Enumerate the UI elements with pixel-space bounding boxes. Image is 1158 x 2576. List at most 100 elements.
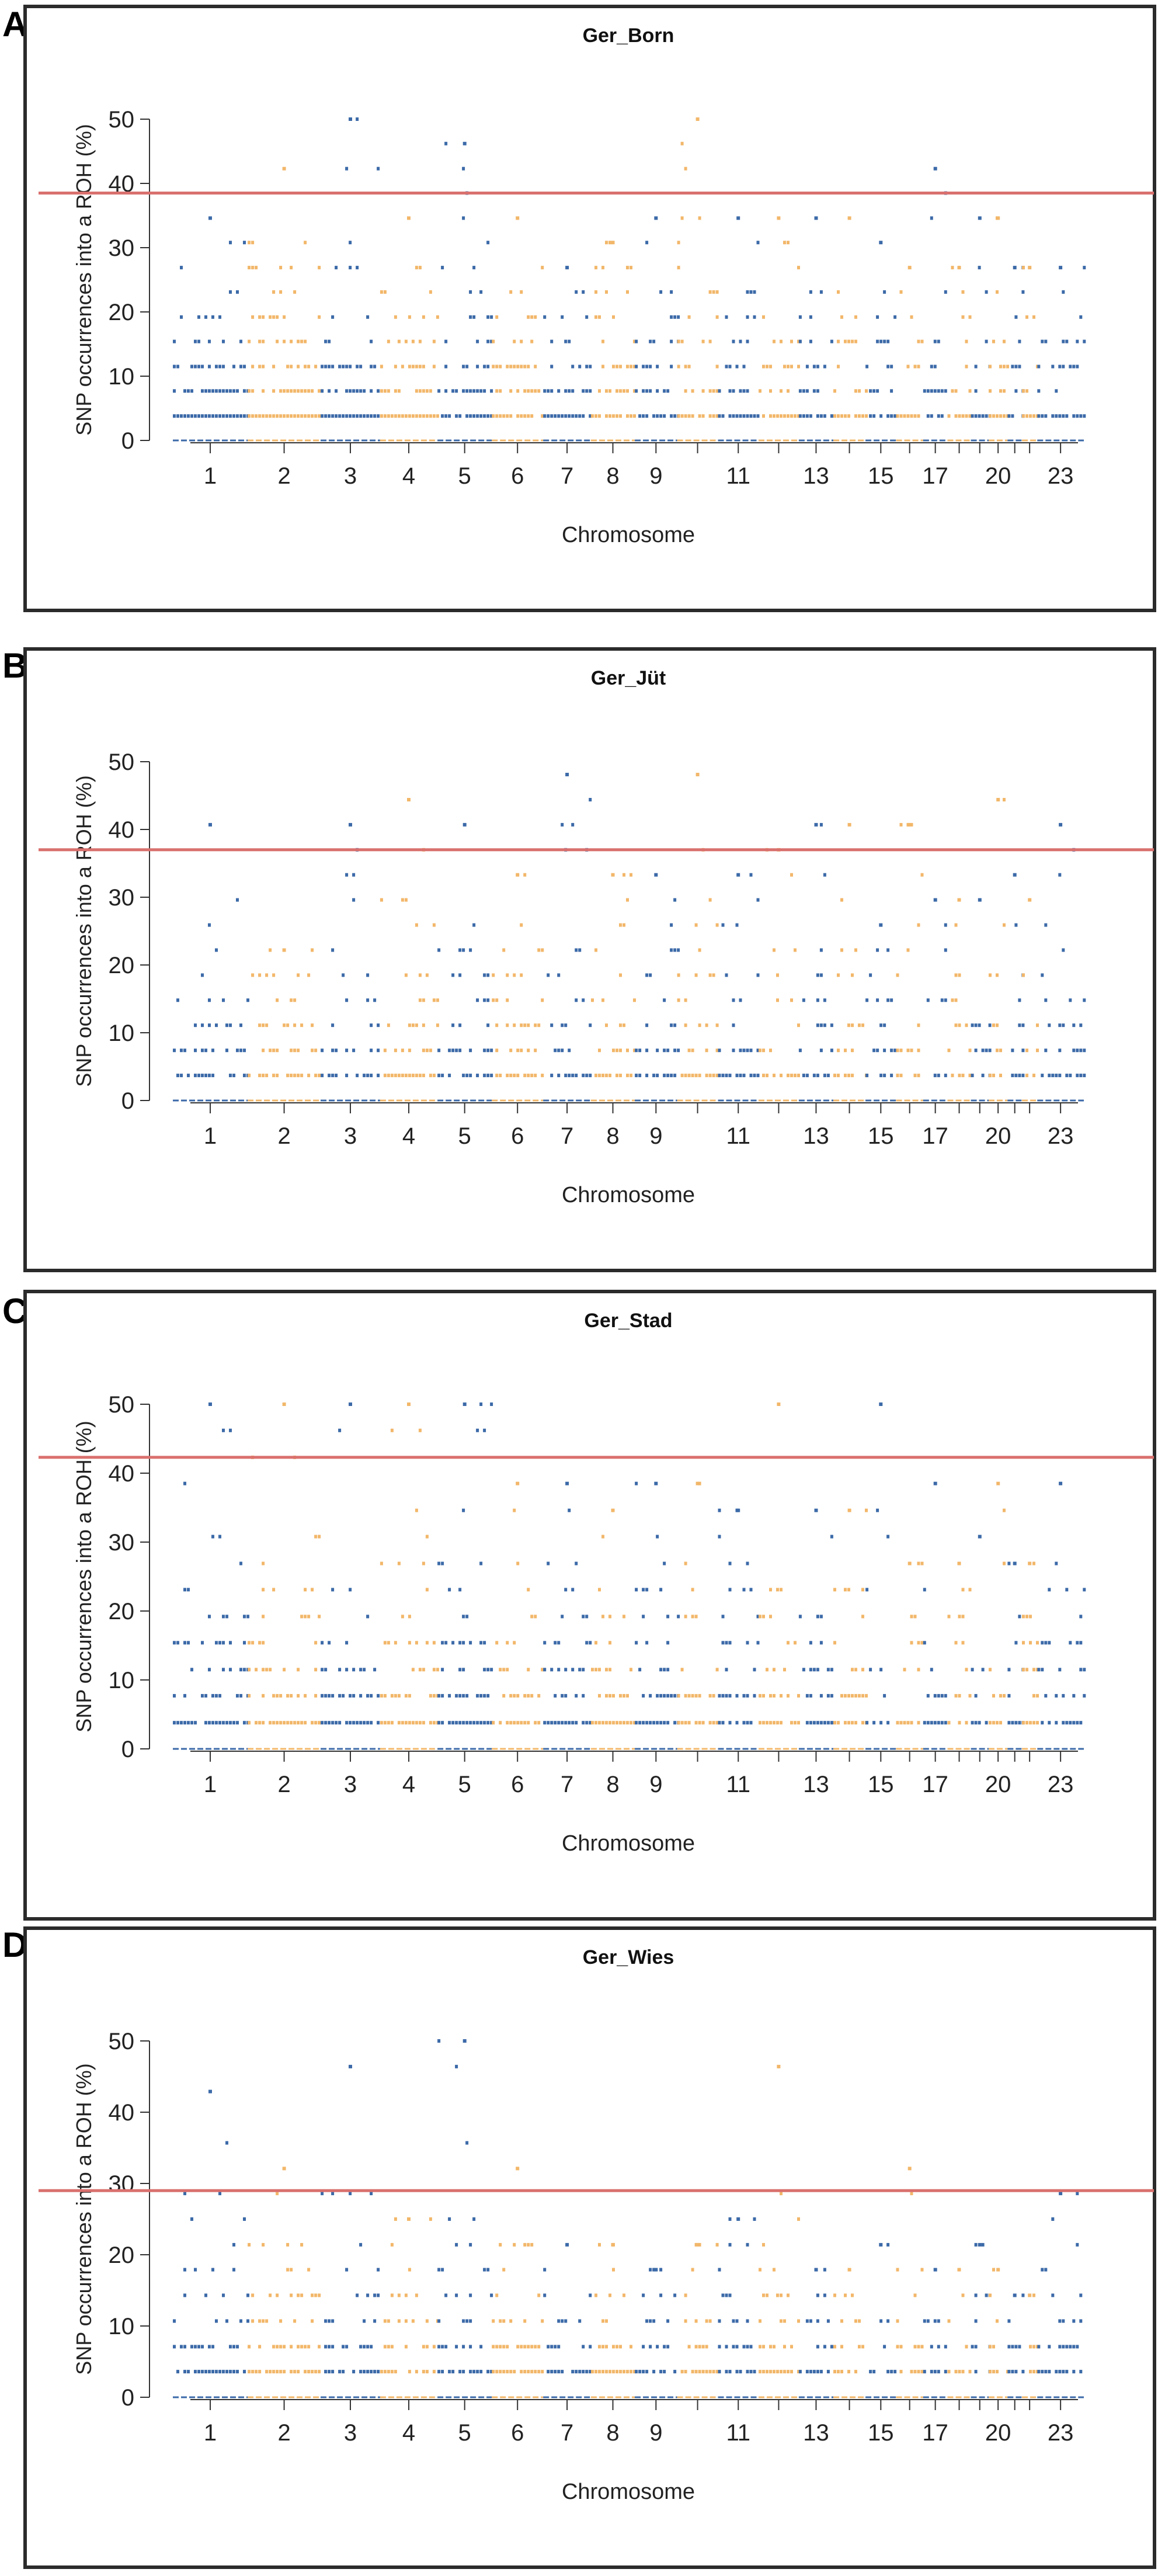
data-point [619,2370,622,2374]
data-point [708,973,712,977]
data-point [769,1588,772,1592]
data-point [656,2345,659,2349]
data-point [742,414,746,418]
data-point [1032,1561,1035,1565]
data-point [1044,998,1048,1002]
data-point [523,389,527,393]
data-point-peak [611,873,615,877]
data-point [492,2319,495,2323]
data-point [543,1668,547,1672]
data-point [937,1074,940,1078]
data-point [331,364,335,369]
data-point [954,389,958,393]
data-point [401,898,404,902]
data-point [1014,364,1018,369]
data-point [989,1074,992,1078]
data-point [635,389,638,393]
data-point [985,1721,988,1725]
data-point [663,998,666,1002]
data-point [823,364,826,369]
data-point [971,1668,974,1672]
data-point [1079,1023,1083,1027]
data-point [527,364,530,369]
data-point [314,1535,318,1539]
data-point [194,1074,197,1078]
data-point [297,1721,300,1725]
data-point [437,2039,441,2043]
data-points [173,773,1086,1102]
data-point [527,1074,530,1078]
x-tick-label: 7 [561,1772,573,1797]
data-point [564,1588,568,1592]
data-point [300,414,304,418]
x-tick-label: 5 [458,2420,471,2446]
data-point [276,1694,279,1698]
data-point [762,2345,765,2349]
data-point [883,339,886,343]
data-point [819,1694,823,1698]
data-point [215,389,218,393]
data-point [947,414,951,418]
data-point [769,1694,772,1698]
data-point [239,339,242,343]
data-point [1037,364,1041,369]
data-point [930,364,933,369]
data-point [194,1049,197,1053]
data-point [215,364,218,369]
data-point [311,1588,314,1592]
data-point [773,1074,776,1078]
data-point [797,364,800,369]
data-point [673,1074,677,1078]
data-point [1055,389,1058,393]
data-point [530,1615,534,1619]
data-point [961,1588,965,1592]
data-point [397,1721,401,1725]
data-point [437,1694,441,1698]
data-point [554,1721,557,1725]
data-point [649,2345,652,2349]
data-point [816,2319,819,2323]
data-point [1037,414,1041,418]
x-tick-label: 4 [402,1772,415,1797]
data-point [635,1588,638,1592]
data-point [886,2319,890,2323]
data-point [1003,798,1006,801]
data-point [890,364,893,369]
data-point [232,389,235,393]
data-point [215,1023,218,1027]
data-point [335,1074,338,1078]
data-point [753,315,756,319]
data-point [311,948,314,952]
data-point [663,1721,666,1725]
data-point [886,998,890,1002]
data-point [293,414,297,418]
data-point [394,389,397,393]
data-point [300,1615,304,1619]
data-point [913,2345,917,2349]
data-point [342,2370,345,2374]
data-point [318,2370,321,2374]
data-point [591,2370,594,2374]
data-point [642,1694,645,1698]
data-point [816,998,819,1002]
y-tick-label: 20 [109,1599,135,1624]
data-point [830,1023,833,1027]
data-point [913,2370,917,2374]
data-point [861,1023,864,1027]
data-point [1079,414,1083,418]
data-point [652,2370,656,2374]
data-point [258,315,262,319]
data-point [537,948,541,952]
data-point [819,1641,823,1645]
data-point [940,998,944,1002]
data-point [608,1641,611,1645]
data-point [635,1481,638,1485]
data-point [1018,1721,1021,1725]
data-point [506,1668,509,1672]
data-point [728,1694,732,1698]
data-point [940,414,944,418]
data-point [840,414,843,418]
data-point [961,2293,965,2297]
data-point [718,1074,721,1078]
data-point [954,1694,958,1698]
